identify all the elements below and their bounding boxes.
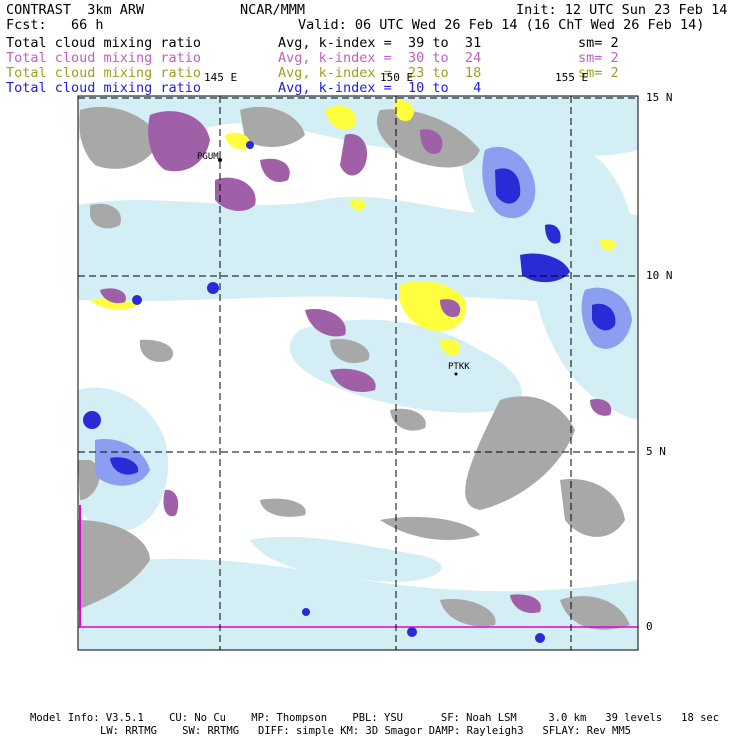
station-label-ptkk: PTKK bbox=[448, 362, 470, 372]
field-avg-4: Avg, k-index = 10 to 4 bbox=[278, 80, 482, 96]
field-name-2: Total cloud mixing ratio bbox=[6, 50, 202, 66]
model-info-line-2: LW: RRTMG SW: RRTMG DIFF: simple KM: 3D … bbox=[100, 725, 632, 737]
lat-label-10n: 10 N bbox=[646, 269, 673, 282]
plot-title: CONTRAST 3km ARW bbox=[6, 2, 145, 18]
low-cloud-layer bbox=[90, 99, 616, 356]
map-frame bbox=[77, 95, 639, 651]
field-name-1: Total cloud mixing ratio bbox=[6, 35, 202, 51]
field-sm-2: sm= 2 bbox=[578, 50, 619, 66]
high-cloud-layer bbox=[78, 106, 630, 630]
lat-label-15n: 15 N bbox=[646, 91, 673, 104]
station-marker-pgum bbox=[218, 158, 222, 162]
model-info-line-1: Model Info: V3.5.1 CU: No Cu MP: Thompso… bbox=[30, 712, 720, 724]
field-name-4: Total cloud mixing ratio bbox=[6, 80, 202, 96]
init-time: Init: 12 UTC Sun 23 Feb 14 bbox=[516, 2, 728, 18]
lat-label-0: 0 bbox=[646, 620, 653, 633]
valid-time: Valid: 06 UTC Wed 26 Feb 14 (16 ChT Wed … bbox=[298, 17, 705, 33]
lon-label-155: 155 E bbox=[555, 71, 589, 84]
field-avg-1: Avg, k-index = 39 to 31 bbox=[278, 35, 482, 51]
station-marker-ptkk bbox=[454, 372, 458, 376]
station-label-pgum: PGUM bbox=[197, 152, 219, 162]
graticule bbox=[78, 96, 638, 650]
dense-cloud-layer bbox=[83, 141, 632, 643]
mid-cloud-layer bbox=[100, 111, 612, 614]
organization-label: NCAR/MMM bbox=[240, 2, 306, 18]
field-sm-1: sm= 2 bbox=[578, 35, 619, 51]
lat-label-5n: 5 N bbox=[646, 445, 666, 458]
field-avg-2: Avg, k-index = 30 to 24 bbox=[278, 50, 482, 66]
field-avg-3: Avg, k-index = 23 to 18 bbox=[278, 65, 482, 81]
lon-label-145: 145 E bbox=[204, 71, 238, 84]
field-name-3: Total cloud mixing ratio bbox=[6, 65, 202, 81]
lon-label-150: 150 E bbox=[380, 71, 414, 84]
field-sm-3: sm= 2 bbox=[578, 65, 619, 81]
forecast-hour: Fcst: 66 h bbox=[6, 17, 104, 33]
